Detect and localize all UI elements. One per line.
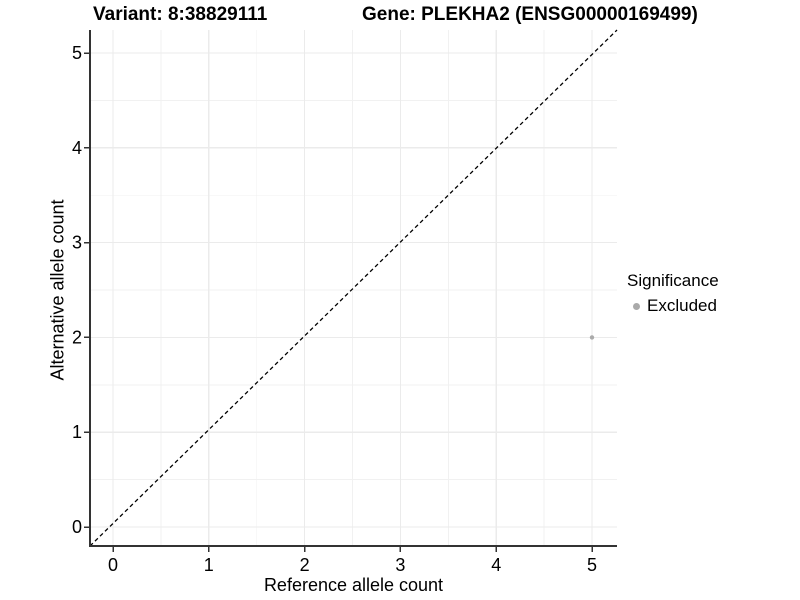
y-tick-label: 2 <box>72 327 82 347</box>
legend-entry: Excluded <box>626 296 719 316</box>
x-tick-label: 2 <box>300 555 310 575</box>
x-tick-label: 4 <box>491 555 501 575</box>
y-axis-title: Alternative allele count <box>47 199 68 381</box>
gene-title: Gene: PLEKHA2 (ENSG00000169499) <box>362 4 698 25</box>
legend-marker-circle-icon <box>633 302 640 310</box>
identity-line <box>89 29 618 547</box>
x-tick-label: 1 <box>204 555 214 575</box>
y-tick-label: 1 <box>72 422 82 442</box>
x-axis-title: Reference allele count <box>263 575 444 595</box>
data-point <box>589 335 595 340</box>
variant-title: Variant: 8:38829111 <box>93 4 268 25</box>
x-tick-label: 5 <box>587 555 597 575</box>
y-tick-label: 4 <box>72 138 82 158</box>
legend: Significance Excluded <box>626 271 719 316</box>
legend-title: Significance <box>627 271 719 290</box>
y-tick-label: 3 <box>72 233 82 253</box>
y-tick-label: 5 <box>72 43 82 63</box>
x-tick-label: 3 <box>395 555 405 575</box>
legend-entry-label: Excluded <box>647 296 717 315</box>
x-tick-label: 0 <box>108 555 118 575</box>
y-tick-label: 0 <box>72 517 82 537</box>
